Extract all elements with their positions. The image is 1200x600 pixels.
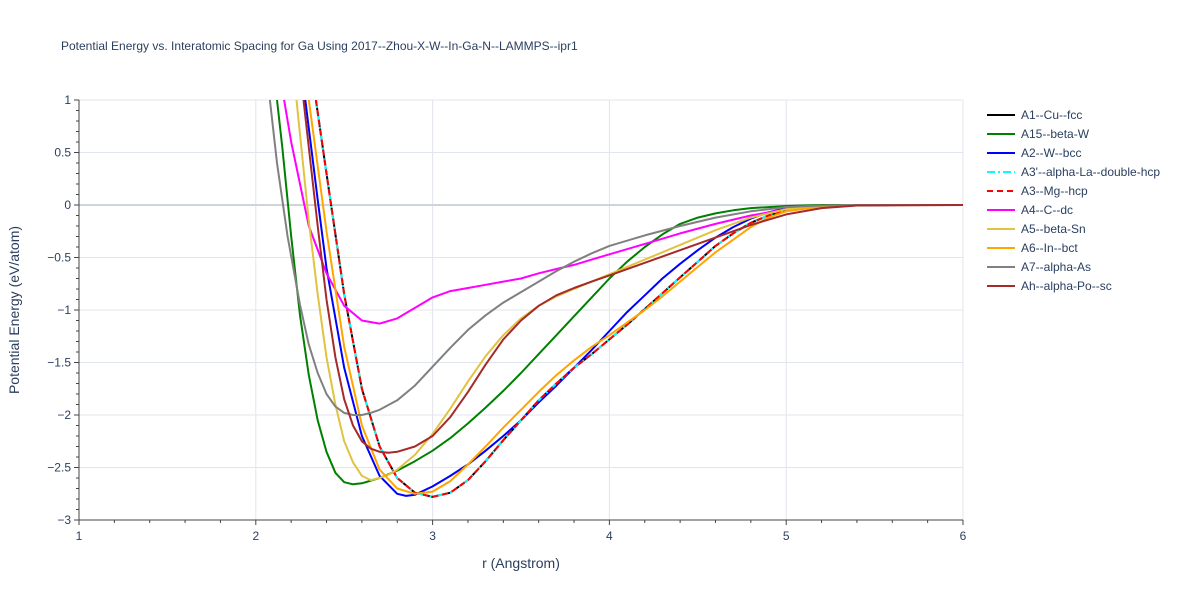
series-line-a3-mg-hcp [314, 100, 963, 498]
chart-title: Potential Energy vs. Interatomic Spacing… [61, 39, 578, 53]
x-tick-label: 1 [76, 529, 83, 543]
legend-label-a6-in-bct[interactable]: A6--In--bct [1021, 241, 1078, 255]
series-line-a1-cu-fcc [314, 100, 963, 498]
series-line-ah-alpha-po-sc [302, 100, 963, 454]
legend-label-a3-mg-hcp[interactable]: A3--Mg--hcp [1021, 184, 1088, 198]
series-line-a4-c-dc [283, 100, 963, 325]
series-line-a7-alpha-as [268, 100, 963, 416]
legend-label-a2-w-bcc[interactable]: A2--W--bcc [1021, 146, 1081, 160]
y-tick-label: −2.5 [47, 461, 71, 475]
series-line-a3-alpha-la-double-hcp [314, 100, 963, 498]
legend-label-a1-cu-fcc[interactable]: A1--Cu--fcc [1021, 108, 1082, 122]
axes: 1 2 3 4 5 6 1 0.5 0 −0.5 −1 −1.5 −2 −2.5 −3 [47, 93, 966, 543]
legend-label-a3-alpha-la-double-hcp[interactable]: A3'--alpha-La--double-hcp [1021, 165, 1160, 179]
y-tick-label: −1.5 [47, 356, 71, 370]
series-lines [268, 100, 963, 498]
x-tick-label: 6 [960, 529, 967, 543]
series-line-a6-in-bct [307, 100, 963, 495]
grid [79, 99, 964, 520]
y-tick-label: −1 [57, 303, 71, 317]
legend-label-a4-c-dc[interactable]: A4--C--dc [1021, 203, 1073, 217]
y-tick-label: −0.5 [47, 251, 71, 265]
legend-label-a7-alpha-as[interactable]: A7--alpha-As [1021, 260, 1091, 274]
legend-label-a5-beta-sn[interactable]: A5--beta-Sn [1021, 222, 1086, 236]
x-axis-label: r (Angstrom) [482, 555, 560, 571]
x-tick-label: 3 [429, 529, 436, 543]
series-line-a15-beta-w [276, 100, 963, 486]
y-axis-label: Potential Energy (eV/atom) [6, 226, 22, 394]
y-tick-label: −3 [57, 513, 71, 527]
legend-label-ah-alpha-po-sc[interactable]: Ah--alpha-Po--sc [1021, 279, 1112, 293]
y-tick-label: −2 [57, 408, 71, 422]
legend-label-a15-beta-w[interactable]: A15--beta-W [1021, 127, 1090, 141]
legend: A1--Cu--fcc A15--beta-W A2--W--bcc A3'--alp… [987, 108, 1160, 293]
x-tick-label: 2 [252, 529, 259, 543]
y-tick-label: 1 [64, 93, 71, 107]
x-tick-label: 5 [783, 529, 790, 543]
y-tick-label: 0.5 [54, 146, 71, 160]
y-tick-label: 0 [64, 198, 71, 212]
x-tick-label: 4 [606, 529, 613, 543]
series-line-a2-w-bcc [304, 100, 963, 497]
series-line-a5-beta-sn [295, 100, 963, 482]
